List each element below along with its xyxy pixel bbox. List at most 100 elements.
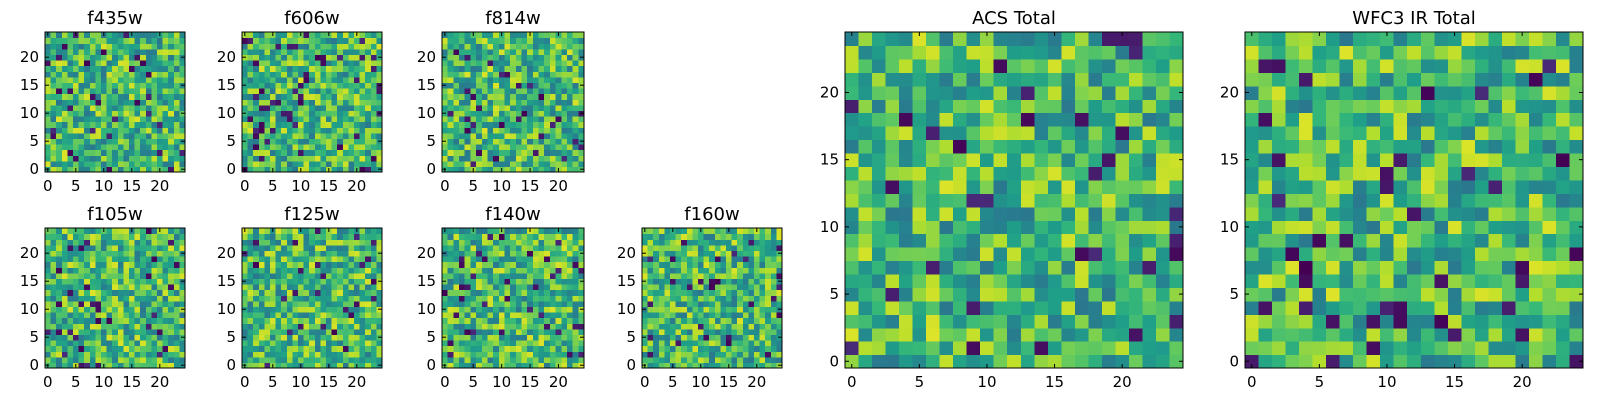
heatmap-cell (106, 65, 113, 72)
heatmap-cell (370, 60, 377, 67)
heatmap-cell (89, 93, 96, 100)
heatmap-cell (515, 272, 523, 279)
heatmap-cell (314, 138, 321, 145)
heatmap-cell (365, 54, 372, 61)
heatmap-cell (686, 239, 693, 246)
heatmap-cell (759, 306, 766, 313)
heatmap-cell (754, 267, 761, 274)
heatmap-cell (281, 43, 288, 50)
heatmap-cell (253, 334, 260, 341)
heatmap-cell (1101, 354, 1116, 369)
heatmap-cell (298, 295, 305, 302)
heatmap-cell (481, 334, 489, 341)
x-tick-label: 20 (150, 373, 169, 391)
heatmap-cell (498, 138, 506, 145)
heatmap-cell (566, 328, 574, 335)
heatmap-cell (298, 155, 305, 162)
heatmap-cell (168, 166, 175, 173)
heatmap-cell (464, 43, 471, 50)
heatmap-cell (298, 160, 305, 167)
heatmap-cell (872, 341, 887, 356)
heatmap-cell (50, 250, 57, 257)
heatmap-cell (549, 54, 557, 61)
heatmap-cell (376, 317, 383, 324)
heatmap-cell (326, 356, 333, 363)
heatmap-cell (286, 272, 293, 279)
heatmap-cell (106, 261, 113, 268)
heatmap-cell (337, 356, 344, 363)
heatmap-cell (714, 362, 721, 369)
heatmap-cell (331, 93, 338, 100)
heatmap-cell (242, 132, 249, 139)
heatmap-cell (703, 323, 710, 330)
heatmap-cell (157, 82, 164, 89)
heatmap-cell (275, 356, 282, 363)
heatmap-cell (759, 250, 766, 257)
heatmap-cell (337, 65, 344, 72)
heatmap-cell (703, 334, 710, 341)
heatmap-cell (515, 295, 523, 302)
heatmap-cell (376, 239, 383, 246)
heatmap-cell (168, 127, 175, 134)
heatmap-cell (845, 260, 860, 275)
heatmap-cell (549, 43, 557, 50)
heatmap-cell (56, 138, 63, 145)
heatmap-cell (885, 273, 900, 288)
heatmap-cell (561, 328, 568, 335)
heatmap-cell (953, 247, 968, 262)
heatmap-cell (242, 239, 249, 246)
heatmap-cell (117, 228, 124, 235)
heatmap-cell (561, 284, 568, 291)
heatmap-cell (544, 32, 551, 39)
heatmap-cell (157, 155, 164, 162)
heatmap-cell (112, 272, 119, 279)
heatmap-cell (286, 233, 293, 240)
heatmap-cell (117, 138, 124, 145)
heatmap-cell (242, 256, 249, 263)
heatmap-cell (275, 82, 282, 89)
heatmap-cell (538, 127, 545, 134)
heatmap-cell (281, 284, 288, 291)
heatmap-cell (173, 345, 180, 352)
heatmap-cell (292, 345, 299, 352)
heatmap-cell (112, 233, 119, 240)
heatmap-cell (566, 93, 574, 100)
heatmap-cell (765, 334, 772, 341)
heatmap-cell (78, 228, 85, 235)
heatmap-cell (459, 32, 466, 39)
heatmap-cell (521, 37, 528, 44)
heatmap-cell (538, 306, 545, 313)
heatmap-cell (179, 88, 186, 95)
heatmap-cell (84, 312, 91, 319)
heatmap-cell (348, 132, 355, 139)
heatmap-cell (298, 82, 305, 89)
heatmap-cell (872, 260, 887, 275)
heatmap-cell (281, 256, 288, 263)
heatmap-cell (885, 179, 900, 194)
heatmap-cell (1047, 327, 1062, 342)
heatmap-cell (453, 228, 460, 235)
y-tick-label: 10 (217, 104, 236, 122)
heatmap-cell (56, 334, 63, 341)
heatmap-cell (1061, 287, 1076, 302)
heatmap-cell (453, 261, 460, 268)
heatmap-cell (670, 244, 677, 251)
heatmap-cell (247, 351, 254, 358)
heatmap-cell (459, 356, 466, 363)
heatmap-cell (442, 71, 449, 78)
heatmap-cell (845, 273, 860, 288)
heatmap-cell (759, 267, 766, 274)
heatmap-cell (759, 340, 766, 347)
heatmap-cell (309, 300, 316, 307)
heatmap-cell (112, 334, 119, 341)
heatmap-cell (342, 328, 349, 335)
heatmap-cell (275, 228, 282, 235)
heatmap-cell (1088, 300, 1103, 315)
heatmap-cell (123, 306, 130, 313)
heatmap-cell (78, 300, 85, 307)
heatmap-cell (309, 306, 316, 313)
heatmap-cell (168, 82, 175, 89)
heatmap-cell (487, 340, 494, 347)
heatmap-cell (692, 278, 699, 285)
heatmap-cell (481, 88, 489, 95)
